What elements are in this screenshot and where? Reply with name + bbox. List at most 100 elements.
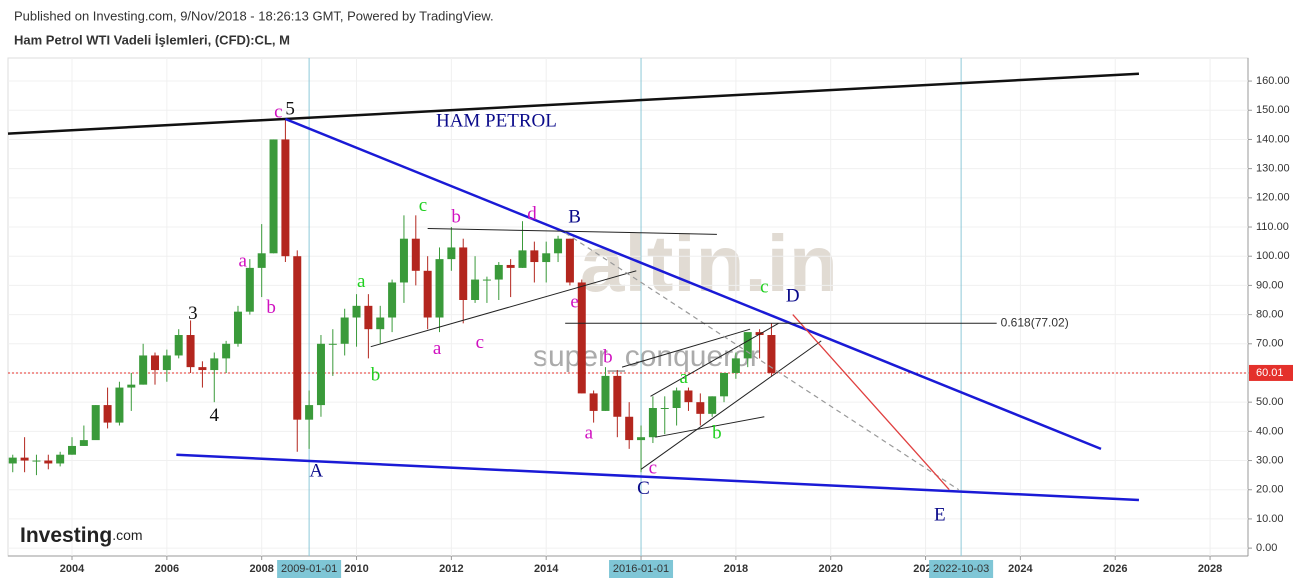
candle-body: [305, 405, 314, 420]
wave-label: E: [934, 504, 946, 525]
wave-label: 4: [210, 405, 220, 426]
candle-body: [423, 270, 432, 318]
candle-body: [293, 256, 302, 420]
candle-body: [672, 390, 681, 409]
y-tick-label: 130.00: [1256, 163, 1290, 175]
wave-label: C: [637, 478, 650, 499]
candle-body: [554, 238, 563, 254]
x-tick-label: 2024: [1008, 563, 1033, 575]
y-tick-label: 30.00: [1256, 454, 1284, 466]
marker-label-box: [277, 560, 342, 578]
candle-body: [32, 460, 41, 462]
y-tick-label: 10.00: [1256, 513, 1284, 525]
candle-body: [257, 253, 266, 268]
x-tick-label: 2028: [1198, 563, 1222, 575]
wave-label: a: [433, 338, 442, 359]
logo-name: Investing: [20, 524, 112, 547]
y-tick-label: 40.00: [1256, 425, 1284, 437]
watermark: super_conqueror: [533, 340, 760, 373]
y-tick-label: 120.00: [1256, 192, 1290, 204]
wave-label: A: [309, 461, 323, 482]
marker-label: 2022-10-03: [933, 563, 989, 575]
y-tick-label: 100.00: [1256, 250, 1290, 262]
candle-body: [44, 460, 53, 464]
candle-body: [8, 457, 17, 464]
candle-body: [743, 332, 752, 359]
last-price-box: [1249, 364, 1293, 381]
wave-label: b: [603, 347, 613, 368]
candle-body: [482, 279, 491, 281]
candle-body: [708, 396, 717, 414]
x-tick-label: 2014: [534, 563, 559, 575]
candle-body: [150, 355, 159, 371]
candle-body: [565, 238, 574, 283]
candle-body: [68, 445, 77, 455]
wave-label: b: [712, 423, 722, 444]
candle-body: [127, 384, 136, 388]
y-tick-label: 80.00: [1256, 308, 1284, 320]
candle-body: [648, 408, 657, 438]
candle-body: [613, 375, 622, 417]
logo-suffix: .com: [112, 527, 142, 543]
candle-body: [79, 440, 88, 446]
wave-label: 3: [188, 303, 198, 324]
candle-body: [210, 358, 219, 371]
x-tick-label: 2010: [344, 563, 368, 575]
candle-body: [233, 311, 242, 344]
x-tick-label: 2006: [155, 563, 179, 575]
y-tick-label: 0.00: [1256, 542, 1277, 554]
candle-body: [222, 343, 231, 359]
candle-body: [447, 247, 456, 260]
last-price-label: 60.01: [1256, 367, 1284, 379]
trend-line: [640, 340, 822, 470]
wave-label: b: [371, 364, 381, 385]
wave-label: a: [585, 423, 594, 444]
x-tick-label: 2026: [1103, 563, 1127, 575]
x-tick-label: 2004: [60, 563, 85, 575]
candle-body: [91, 405, 100, 441]
trend-line: [621, 328, 751, 368]
logo: Investing.com: [20, 524, 143, 547]
y-tick-label: 20.00: [1256, 484, 1284, 496]
candle-body: [696, 402, 705, 414]
trend-line: [176, 453, 1139, 502]
trend-line: [792, 314, 950, 491]
wave-label: b: [266, 297, 276, 318]
candle-body: [364, 305, 373, 330]
candle-body: [198, 367, 207, 371]
candle-body: [755, 332, 764, 336]
candle-body: [684, 390, 693, 403]
wave-label: c: [476, 332, 484, 353]
wave-label: b: [451, 207, 461, 228]
candle-body: [245, 267, 254, 312]
candle-body: [115, 387, 124, 423]
y-tick-label: 90.00: [1256, 279, 1284, 291]
candle-body: [577, 282, 586, 394]
wave-label: c: [274, 102, 282, 123]
marker-label-box: [929, 560, 994, 578]
fib-label: 0.618(77.02): [1001, 315, 1069, 329]
candle-body: [767, 335, 776, 373]
candle-body: [518, 250, 527, 268]
candle-body: [269, 139, 278, 254]
candle-body: [399, 238, 408, 283]
candle-body: [411, 238, 420, 271]
candle-body: [625, 416, 634, 441]
x-tick-label: 2018: [724, 563, 748, 575]
candle-body: [601, 375, 610, 411]
candle-body: [352, 305, 361, 318]
x-tick-label: 2008: [249, 563, 273, 575]
candle-body: [103, 405, 112, 423]
marker-label: 2009-01-01: [281, 563, 337, 575]
trend-line: [564, 232, 960, 491]
candle-body: [388, 282, 397, 318]
wave-label: c: [760, 277, 768, 298]
y-tick-label: 150.00: [1256, 104, 1290, 116]
candle-body: [459, 247, 468, 300]
trend-line: [370, 270, 637, 348]
marker-label-box: [609, 560, 674, 578]
candle-body: [637, 437, 646, 441]
wave-label: a: [357, 271, 366, 292]
